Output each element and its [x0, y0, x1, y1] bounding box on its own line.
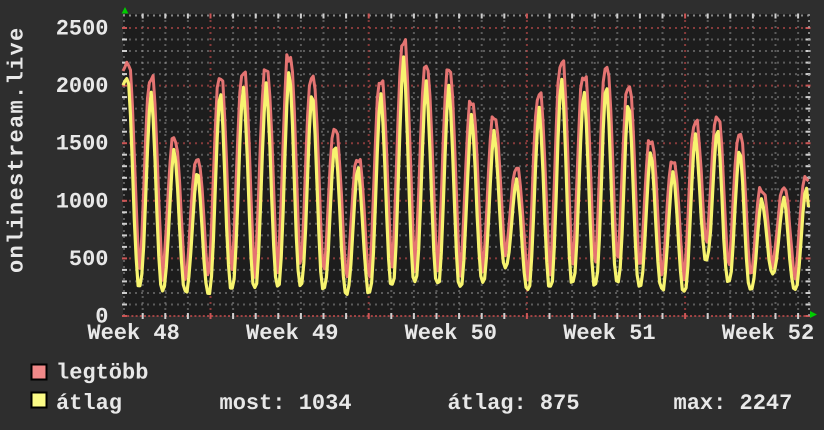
svg-text:1000: 1000 [56, 189, 109, 214]
svg-text:Week 49: Week 49 [246, 321, 338, 346]
svg-text:átlag: 875: átlag: 875 [448, 391, 580, 416]
svg-text:max: 2247: max: 2247 [674, 391, 793, 416]
svg-text:most: 1034: most: 1034 [220, 391, 352, 416]
svg-text:2000: 2000 [56, 74, 109, 99]
svg-text:0: 0 [95, 305, 108, 330]
svg-text:Week 52: Week 52 [722, 321, 814, 346]
svg-text:legtöbb: legtöbb [56, 361, 148, 386]
svg-text:500: 500 [69, 247, 109, 272]
svg-text:Week 48: Week 48 [87, 321, 179, 346]
svg-text:Week 50: Week 50 [405, 321, 497, 346]
svg-text:2500: 2500 [56, 17, 109, 42]
svg-text:onlinestream.live: onlinestream.live [5, 26, 30, 273]
svg-text:átlag: átlag [56, 391, 122, 416]
svg-text:1500: 1500 [56, 132, 109, 157]
svg-text:Week 51: Week 51 [563, 321, 655, 346]
